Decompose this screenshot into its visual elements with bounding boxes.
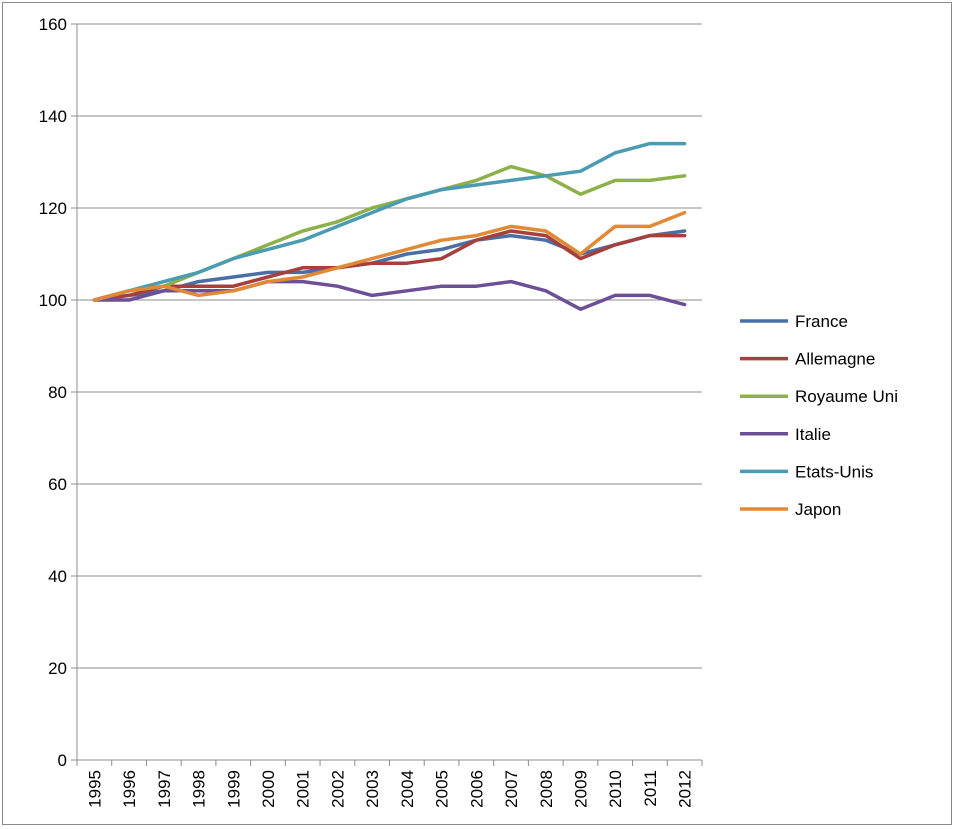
x-axis-tick-labels: 1995 1996 1997 1998 1999 2000 2001 2002 2003 2004… [85,770,694,808]
x-tick-label: 2007 [502,770,521,808]
x-tick-label: 1998 [190,770,209,808]
legend-label: Allemagne [795,350,875,369]
x-tick-label: 2000 [259,770,278,808]
legend-label: Italie [795,425,831,444]
x-tick-label: 2004 [398,770,417,808]
x-tick-label: 2006 [467,770,486,808]
series-line-royaume-uni [92,164,687,302]
x-tick-label: 1997 [155,770,174,808]
y-tick-label: 160 [39,15,67,34]
x-tick-label: 2012 [676,770,695,808]
y-tick-label: 0 [58,751,67,770]
series-line-japon [92,210,687,302]
x-tick-label: 2010 [606,770,625,808]
y-tick-label: 20 [48,659,67,678]
y-tick-label: 140 [39,107,67,126]
legend-label: France [795,312,848,331]
x-tick-label: 2009 [571,770,590,808]
x-tick-label: 2001 [294,770,313,808]
x-tick-label: 2002 [328,770,347,808]
x-tick-label: 2011 [641,770,660,807]
y-tick-label: 100 [39,291,67,310]
y-tick-label: 60 [48,475,67,494]
legend-label: Etats-Unis [795,462,873,481]
x-tick-label: 1995 [85,770,104,808]
gridlines [77,23,702,669]
series-lines [92,141,687,311]
x-tick-label: 1996 [120,770,139,808]
series-line-france [92,229,687,302]
x-tick-label: 2005 [433,770,452,808]
x-tick-label: 1999 [224,770,243,808]
x-tick-label: 2003 [363,770,382,808]
series-line-allemagne [92,229,687,302]
x-tick-label: 2008 [537,770,556,808]
series-line-italie [92,279,687,311]
legend: France Allemagne Royaume Uni Italie Etats-Un… [740,312,898,519]
legend-label: Japon [795,500,841,519]
axes [71,23,703,766]
series-line-etats-unis [92,141,687,302]
y-tick-label: 80 [48,383,67,402]
y-tick-label: 120 [39,199,67,218]
y-tick-label: 40 [48,567,67,586]
y-axis-tick-labels: 0 20 40 60 80 100 120 140 160 [39,15,67,770]
legend-label: Royaume Uni [795,387,898,406]
